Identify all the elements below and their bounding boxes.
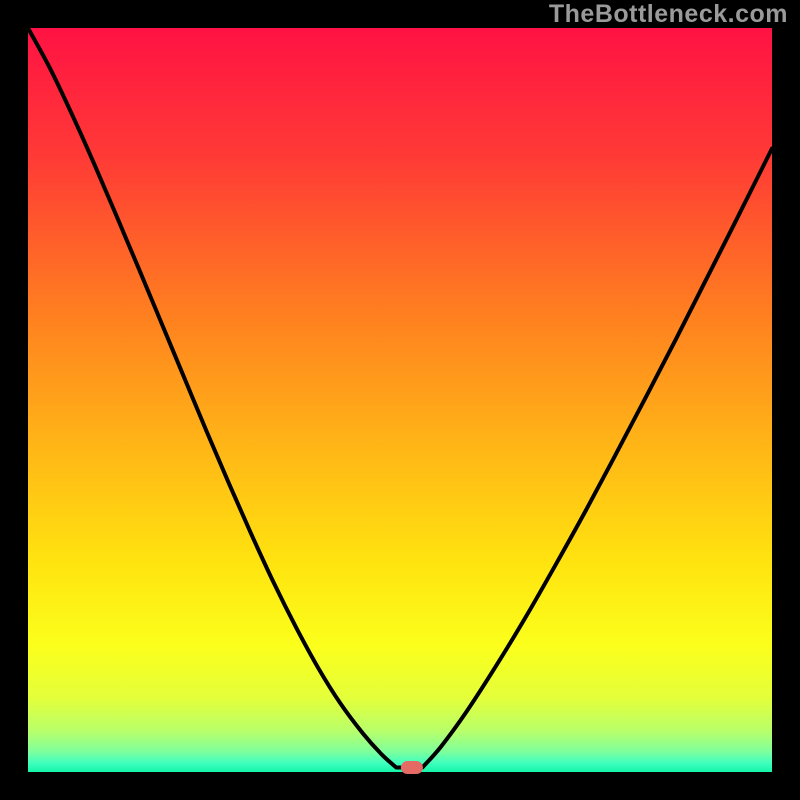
plot-area	[28, 28, 772, 772]
optimal-marker	[401, 761, 423, 774]
bottleneck-chart	[0, 0, 800, 800]
watermark-text: TheBottleneck.com	[549, 0, 788, 29]
